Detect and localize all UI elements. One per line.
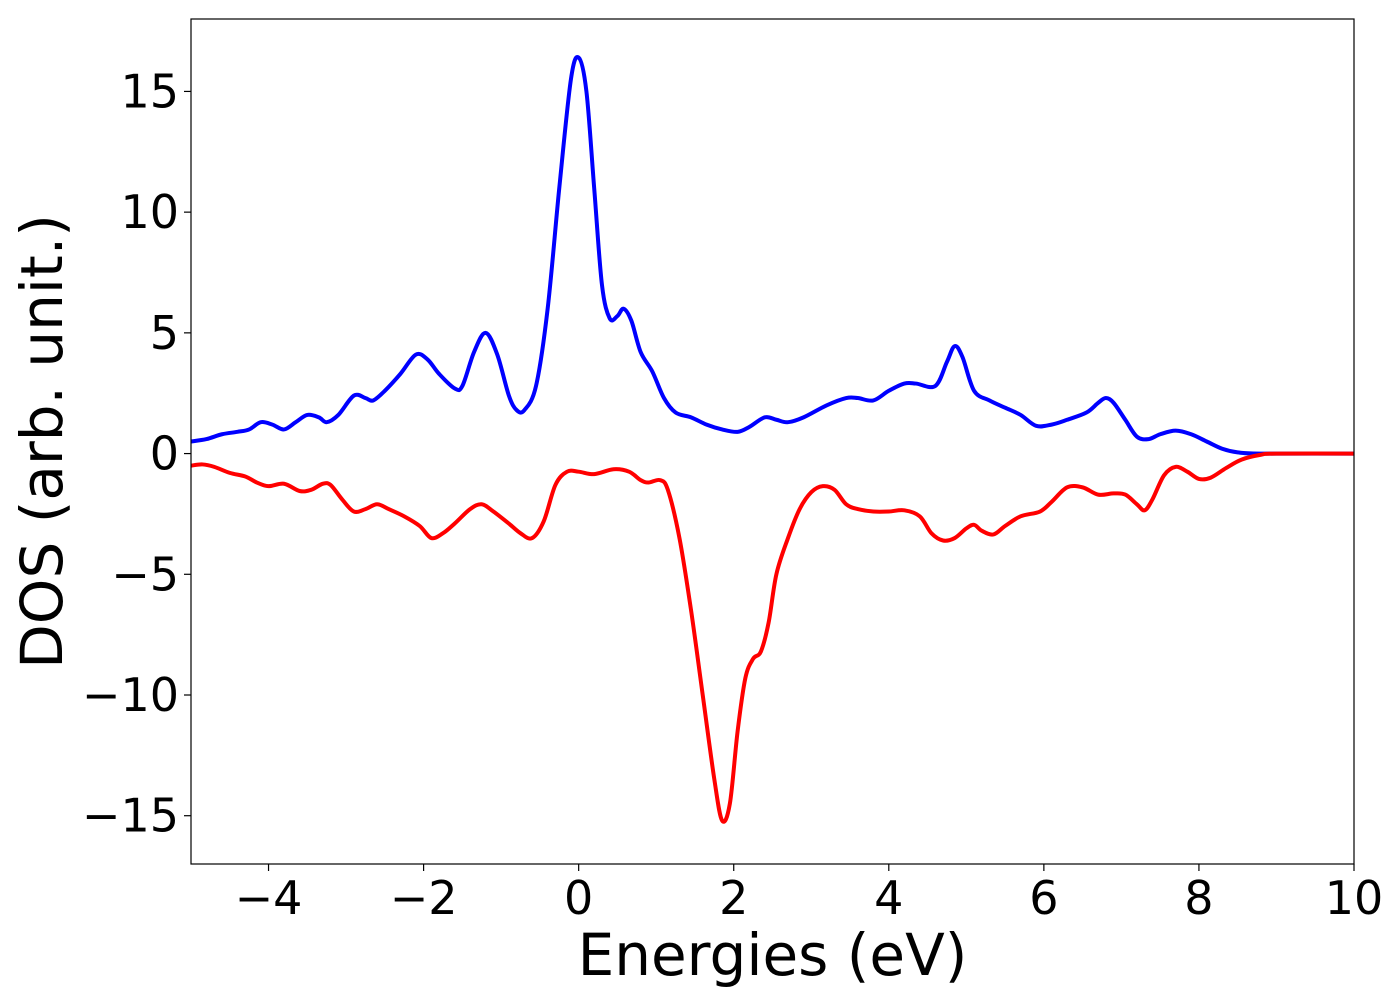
y-tick-label: 5 [150,306,179,360]
x-tick-label: 8 [1184,871,1213,925]
y-tick-label: −5 [111,547,179,601]
x-tick-label: −4 [235,871,303,925]
y-tick-label: 10 [120,185,179,239]
series-layer [190,55,1355,824]
y-axis-ticks: 15 10 5 0 −5 −10 −15 [82,64,191,843]
dos-series-line-1 [190,55,1355,456]
y-tick-label: −15 [82,789,179,843]
x-tick-label: −2 [390,871,458,925]
x-axis-ticks: −4 −2 0 2 4 6 8 10 [235,864,1384,925]
y-tick-label: 15 [120,64,179,118]
x-tick-label: 2 [719,871,748,925]
y-tick-label: 0 [150,427,179,481]
x-tick-label: 0 [564,871,593,925]
x-tick-label: 10 [1325,871,1384,925]
plot-frame [190,18,1355,865]
dos-series-line-2 [190,451,1355,824]
y-axis-label: DOS (arb. unit.) [8,214,76,669]
x-tick-label: 6 [1029,871,1058,925]
y-tick-label: −10 [82,668,179,722]
x-axis-label: Energies (eV) [578,921,968,989]
x-tick-label: 4 [874,871,903,925]
